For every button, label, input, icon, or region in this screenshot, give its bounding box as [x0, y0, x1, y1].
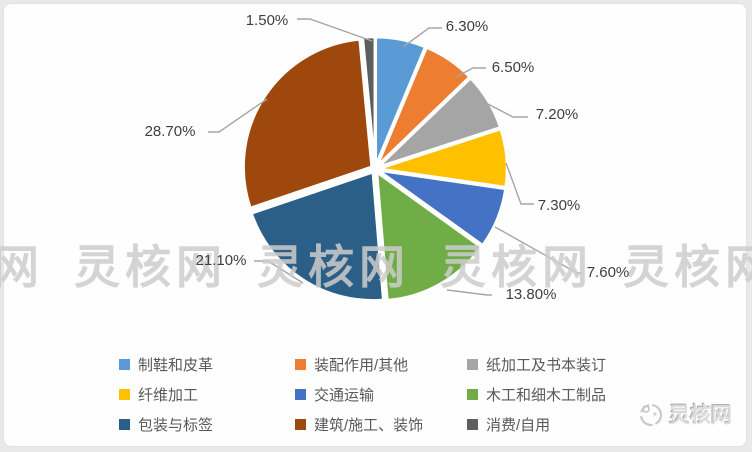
pie-slice	[377, 127, 509, 189]
data-label: 21.10%	[196, 252, 247, 269]
data-label: 7.20%	[536, 106, 579, 123]
leader-line	[505, 162, 534, 205]
leader-line	[402, 27, 442, 48]
legend-swatch	[119, 418, 130, 430]
legend-label: 纸加工及书本装订	[486, 356, 607, 374]
legend-label: 纤维加工	[138, 386, 199, 404]
data-label: 6.50%	[492, 59, 535, 76]
pie-slice	[377, 76, 502, 169]
legend-swatch	[295, 388, 306, 400]
watermark-text: 核网灵核网灵核网灵核网灵核网	[0, 241, 752, 294]
legend-label: 制鞋和皮革	[138, 356, 214, 374]
legend-item: 木工和细木工制品	[467, 384, 606, 405]
pie-slice	[375, 171, 483, 302]
legend-swatch	[467, 388, 478, 400]
legend-swatch	[467, 358, 478, 370]
legend-swatch	[119, 388, 130, 400]
legend-item: 建筑/施工、装饰	[295, 414, 467, 435]
leader-line	[297, 18, 373, 42]
pie-slice	[242, 38, 373, 210]
watermark-text-segment: 核网	[0, 241, 44, 293]
legend-label: 消费/自用	[486, 416, 551, 434]
legend-item: 交通运输	[295, 384, 467, 405]
data-label: 7.60%	[587, 264, 630, 281]
watermark-text-segment: 灵核网	[257, 241, 410, 293]
pie-slice	[376, 46, 471, 167]
legend-item: 装配作用/其他	[295, 354, 467, 375]
data-label: 28.70%	[145, 123, 196, 140]
leader-line	[487, 103, 528, 118]
legend-label: 建筑/施工、装饰	[314, 416, 424, 434]
legend-item: 消费/自用	[467, 414, 606, 435]
data-label: 6.30%	[446, 18, 489, 35]
leader-line	[494, 226, 582, 274]
legend-swatch	[467, 418, 478, 430]
legend-label: 包装与标签	[138, 416, 214, 434]
data-label: 1.50%	[246, 12, 289, 29]
leader-line	[208, 98, 268, 133]
legend-swatch	[119, 358, 130, 370]
legend-swatch	[295, 358, 306, 370]
legend-item: 纸加工及书本装订	[467, 354, 606, 375]
legend-swatch	[295, 418, 306, 430]
leader-line	[455, 67, 486, 78]
linghewang-logo-text: 灵核网	[669, 404, 732, 427]
watermark-text-segment: 灵核网	[440, 241, 593, 293]
data-label: 13.80%	[506, 286, 557, 303]
pie-slice	[250, 171, 385, 302]
pie-slice	[377, 169, 507, 247]
data-label: 7.30%	[538, 197, 581, 214]
leader-line	[254, 260, 304, 284]
leader-line	[446, 289, 492, 296]
legend-item: 制鞋和皮革	[119, 354, 295, 375]
legend-label: 木工和细木工制品	[486, 386, 607, 404]
linghewang-logo: 灵核网	[637, 399, 732, 429]
chart-legend: 制鞋和皮革 装配作用/其他 纸加工及书本装订纤维加工 交通运输 木工和细木工制品包装与标…	[119, 349, 606, 439]
legend-label: 装配作用/其他	[314, 356, 409, 374]
watermark-text-segment: 灵核网	[74, 241, 227, 293]
legend-item: 纤维加工	[119, 384, 295, 405]
linghewang-logo-icon	[639, 403, 663, 427]
legend-item: 包装与标签	[119, 414, 295, 435]
legend-label: 交通运输	[314, 386, 375, 404]
watermark-text-segment: 灵核网	[623, 241, 752, 293]
